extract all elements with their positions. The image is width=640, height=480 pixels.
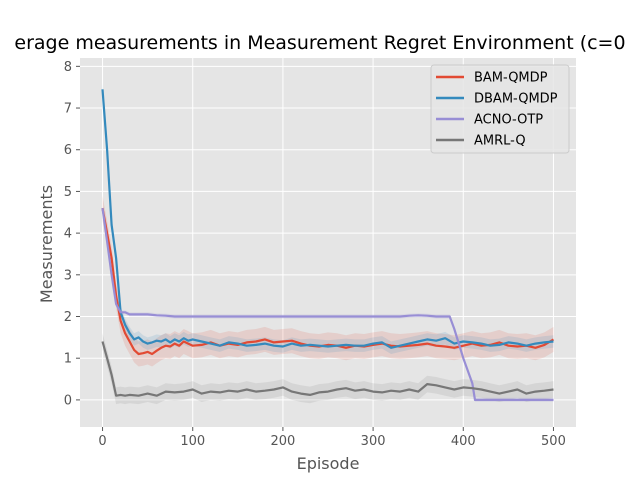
x-tick-label: 500: [541, 434, 566, 449]
x-tick-label: 0: [98, 434, 106, 449]
y-tick-label: 1: [64, 352, 72, 367]
y-tick-label: 7: [64, 102, 72, 117]
y-tick-label: 3: [64, 268, 72, 283]
y-tick-label: 2: [64, 310, 72, 325]
legend: BAM-QMDP DBAM-QMDP ACNO-OTP AMRL-Q: [430, 64, 570, 154]
chart-title: erage measurements in Measurement Regret…: [14, 32, 625, 54]
line-dbam-qmdp: [101, 89, 554, 349]
line-acno-otp: [101, 207, 554, 401]
legend-box: [430, 64, 570, 154]
y-axis-ticks: 0 1 2 3 4 5 6 7 8: [64, 60, 80, 408]
y-tick-label: 0: [64, 393, 72, 408]
x-tick-label: 400: [451, 434, 476, 449]
y-axis-label: Measurements: [37, 185, 56, 303]
x-tick-label: 200: [270, 434, 295, 449]
y-tick-label: 4: [64, 227, 72, 242]
legend-label-acno-otp: ACNO-OTP: [474, 113, 543, 128]
x-axis-ticks: 0 100 200 300 400 500: [98, 427, 566, 449]
line-amrl-q: [101, 341, 554, 397]
y-tick-label: 8: [64, 60, 72, 75]
band-bam-qmdp: [102, 195, 554, 367]
x-tick-label: 100: [180, 434, 205, 449]
y-tick-label: 5: [64, 185, 72, 200]
legend-label-bam-qmdp: BAM-QMDP: [474, 71, 548, 86]
series-lines: [101, 89, 555, 401]
x-tick-label: 300: [361, 434, 386, 449]
legend-label-dbam-qmdp: DBAM-QMDP: [474, 92, 558, 107]
legend-label-amrl-q: AMRL-Q: [474, 134, 526, 149]
line-bam-qmdp: [101, 207, 555, 356]
x-axis-label: Episode: [297, 454, 360, 473]
y-tick-label: 6: [64, 143, 72, 158]
